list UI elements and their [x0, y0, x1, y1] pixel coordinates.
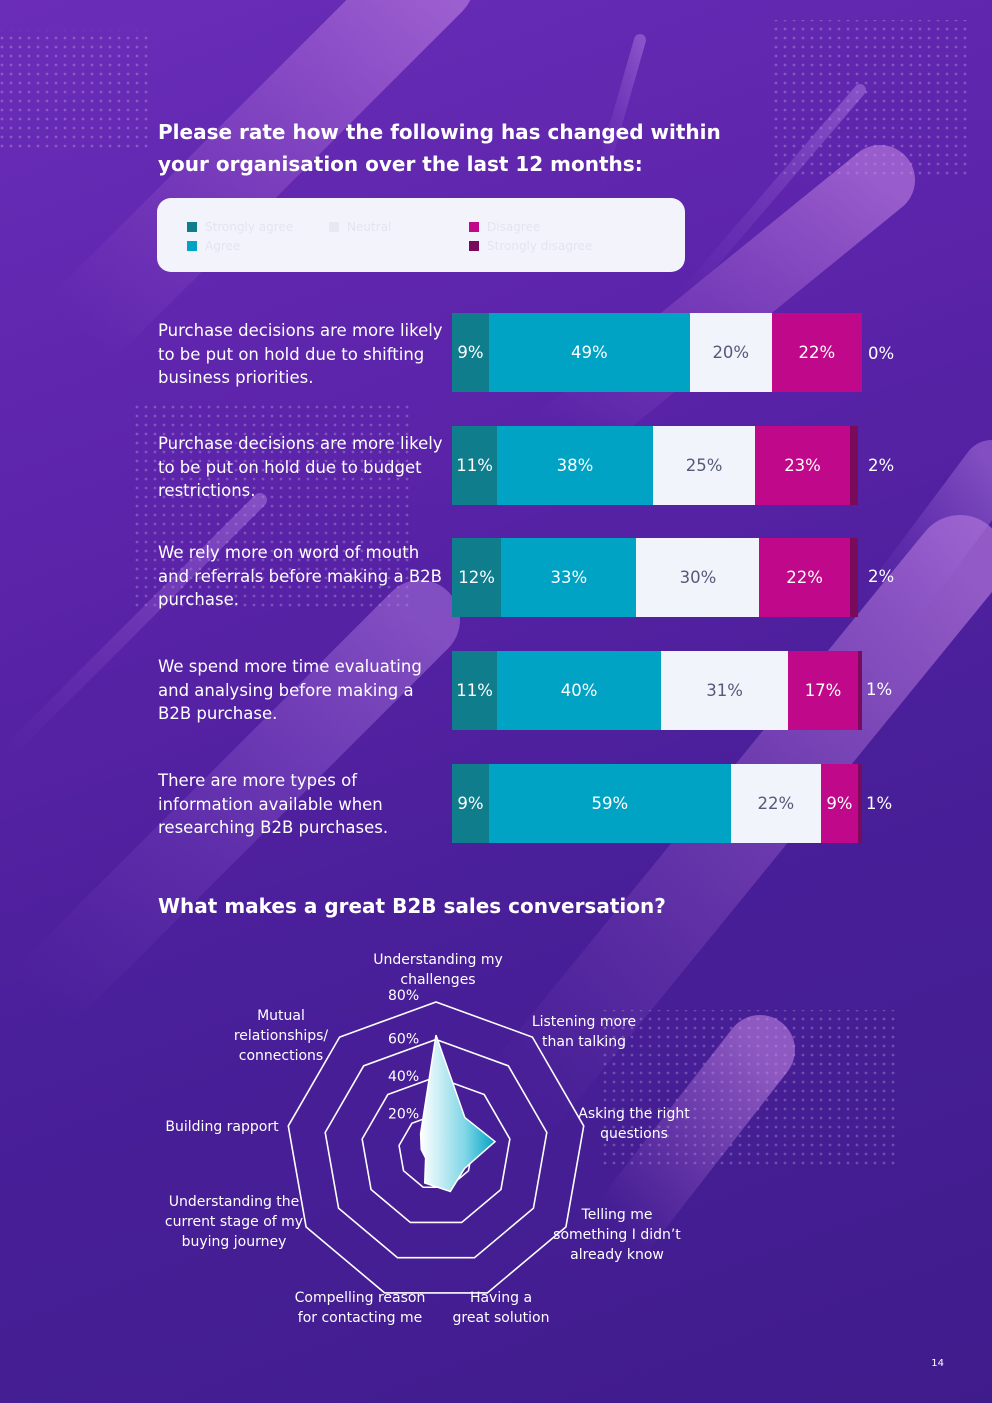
radar-axis-label: Telling me something I didn’t already know	[553, 1207, 681, 1263]
bar-seg-neutral: 25%	[652, 426, 756, 505]
legend-swatch	[469, 222, 479, 232]
radar-chart-title: What makes a great B2B sales conversatio…	[158, 894, 666, 918]
value-label: 11%	[456, 456, 493, 475]
legend-swatch	[187, 222, 197, 232]
bar-seg-disagree: 17%	[788, 651, 858, 730]
radar-ring-label: 20%	[388, 1107, 419, 1123]
value-label: 25%	[685, 456, 723, 475]
radar-ring-label: 60%	[388, 1032, 419, 1048]
page-number: 14	[931, 1358, 944, 1369]
legend-label: Disagree	[487, 220, 541, 234]
bar-row-5: 9% 59% 22% 9%	[452, 764, 862, 843]
bar-seg-strongly-agree: 9%	[452, 313, 489, 392]
radar-axis-label: Listening more than talking	[532, 1014, 636, 1050]
strongly-disagree-value: 1%	[866, 680, 893, 699]
bar-seg-strongly-agree: 11%	[452, 651, 498, 730]
legend-item-disagree: Disagree	[469, 220, 540, 234]
bar-row-2: 11% 38% 25% 23%	[452, 426, 862, 505]
legend-swatch	[187, 241, 197, 251]
bar-seg-neutral: 30%	[636, 538, 760, 617]
bar-row-4: 11% 40% 31% 17%	[452, 651, 862, 730]
bar-chart-title: Please rate how the following has change…	[158, 120, 721, 176]
radar-ring-2	[361, 1076, 511, 1224]
bar-seg-neutral: 31%	[661, 651, 789, 730]
legend-item-strongly-disagree: Strongly disagree	[469, 239, 592, 253]
legend-item-agree: Agree	[187, 239, 240, 253]
legend-label: Neutral	[347, 220, 392, 234]
bar-seg-disagree: 9%	[820, 764, 858, 843]
strongly-disagree-value: 2%	[868, 456, 895, 475]
row-label-3: We rely more on word of mouth and referr…	[158, 543, 442, 609]
radar-axis-label: Compelling reason for contacting me	[295, 1290, 426, 1326]
bar-seg-strongly-agree: 12%	[452, 538, 502, 617]
value-label: 20%	[712, 343, 750, 362]
radar-data-area	[419, 1034, 497, 1193]
radar-axis-label: Understanding my challenges	[373, 952, 503, 988]
radar-ring-label: 80%	[388, 988, 419, 1004]
value-label: 12%	[458, 568, 495, 587]
value-label: 11%	[456, 681, 493, 700]
legend-label: Strongly agree	[205, 220, 294, 234]
value-label: 33%	[550, 568, 588, 587]
value-label: 9%	[826, 794, 853, 813]
row-label-5: There are more types of information avai…	[158, 771, 389, 837]
bar-seg-strongly-disagree	[857, 651, 862, 730]
value-label: 9%	[457, 343, 484, 362]
bar-row-1: 9% 49% 20% 22%	[452, 313, 862, 392]
bar-seg-strongly-disagree	[857, 764, 862, 843]
bar-seg-disagree: 23%	[755, 426, 850, 505]
value-label: 22%	[798, 343, 836, 362]
value-label: 23%	[784, 456, 821, 475]
value-label: 31%	[706, 681, 743, 700]
row-label-4: We spend more time evaluating and analys…	[158, 657, 422, 723]
bar-seg-strongly-agree: 11%	[452, 426, 498, 505]
radar-axis-label: Mutual relationships/connections	[234, 1008, 329, 1064]
bar-row-3: 12% 33% 30% 22%	[452, 538, 862, 617]
legend: Strongly agree Agree Neutral Disagree St…	[157, 198, 685, 272]
bar-seg-agree: 38%	[497, 426, 653, 505]
radar-axis-label: Asking the right questions	[578, 1106, 690, 1142]
legend-label: Agree	[205, 239, 241, 253]
bar-seg-agree: 59%	[488, 764, 731, 843]
value-label: 22%	[786, 568, 823, 587]
bar-seg-neutral: 20%	[689, 313, 772, 392]
strongly-disagree-value: 0%	[868, 344, 895, 363]
radar-ring-4	[287, 1001, 585, 1294]
bar-seg-strongly-disagree	[849, 538, 858, 617]
radar-axis-label: Building rapport	[165, 1119, 279, 1135]
legend-item-neutral: Neutral	[329, 220, 391, 234]
value-label: 30%	[679, 568, 717, 587]
legend-swatch	[329, 222, 339, 232]
value-label: 40%	[560, 681, 598, 700]
value-label: 17%	[804, 681, 842, 700]
value-label: 59%	[591, 794, 629, 813]
strongly-disagree-value: 2%	[868, 567, 895, 586]
bar-seg-agree: 33%	[501, 538, 637, 617]
value-label: 22%	[757, 794, 795, 813]
row-label-2: Purchase decisions are more likely to be…	[158, 434, 443, 500]
bar-seg-neutral: 22%	[730, 764, 821, 843]
row-label-1: Purchase decisions are more likely to be…	[158, 321, 443, 387]
value-label: 49%	[570, 343, 608, 362]
bar-seg-disagree: 22%	[771, 313, 862, 392]
legend-label: Strongly disagree	[487, 239, 593, 253]
legend-item-strongly-agree: Strongly agree	[187, 220, 293, 234]
bar-seg-disagree: 22%	[759, 538, 850, 617]
bar-seg-strongly-agree: 9%	[452, 764, 489, 843]
radar-axis-label: Having a great solution	[453, 1290, 550, 1326]
value-label: 38%	[556, 456, 594, 475]
strongly-disagree-value: 1%	[866, 794, 893, 813]
radar-ring-label: 40%	[388, 1069, 419, 1085]
radar-axis-label: Understanding the current stage of my buyi…	[165, 1194, 303, 1250]
bar-seg-agree: 49%	[488, 313, 690, 392]
legend-swatch	[469, 241, 479, 251]
bar-seg-agree: 40%	[497, 651, 662, 730]
value-label: 9%	[457, 794, 484, 813]
radar-chart: 20% 40% 60% 80%Understanding my challenges Li…	[165, 952, 690, 1326]
bar-seg-strongly-disagree	[849, 426, 858, 505]
radar-ring-3	[324, 1038, 548, 1259]
